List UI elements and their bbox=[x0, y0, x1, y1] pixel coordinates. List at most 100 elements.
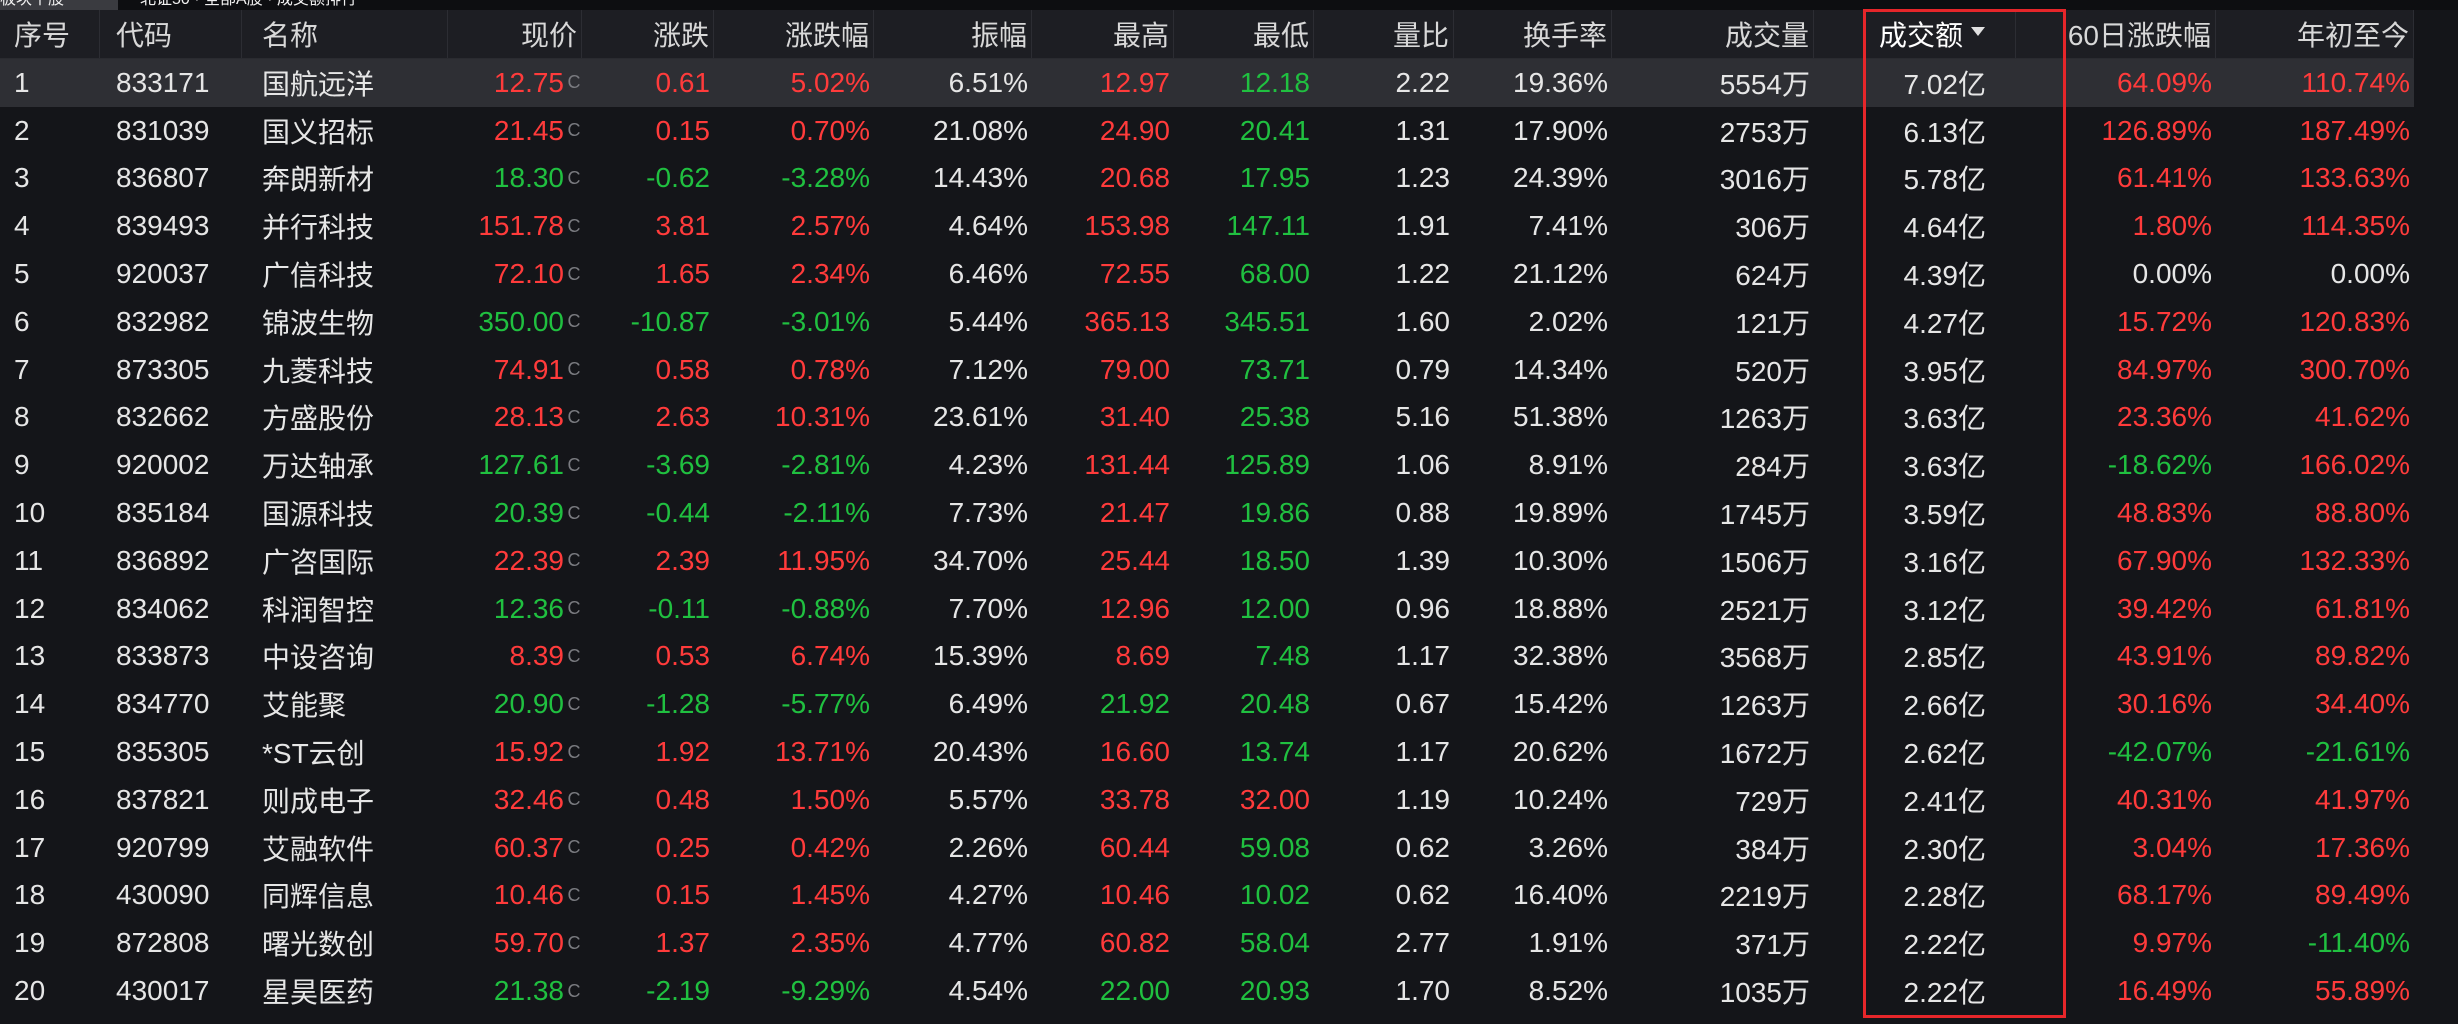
cell-change-pct: 6.74% bbox=[790, 640, 870, 672]
cell-price: 12.75 C bbox=[448, 59, 582, 107]
header-change-60d[interactable]: 60日涨跌幅 bbox=[2016, 10, 2216, 58]
header-change-pct[interactable]: 涨跌幅 bbox=[714, 10, 874, 58]
cell-volume: 1672万 bbox=[1719, 738, 1810, 770]
cell-low: 17.95 bbox=[1239, 162, 1310, 194]
stock-table-body: 1 833171 国航远洋 12.75 C 0.61 5.02% 6.51% 12.97 12.1… bbox=[0, 59, 2458, 1015]
cell-amount: 3.63亿 bbox=[1903, 451, 1987, 483]
cell-code: 430090 bbox=[116, 879, 210, 911]
table-row[interactable]: 6 832982 锦波生物 350.00 C -10.87 -3.01% 5.44% 365.1… bbox=[0, 297, 2458, 346]
cell-amount: 2.30亿 bbox=[1903, 833, 1987, 865]
cell-change: -0.11 bbox=[648, 592, 710, 624]
cell-high: 20.68 bbox=[1099, 162, 1170, 194]
header-high[interactable]: 最高 bbox=[1032, 10, 1174, 58]
cell-high: 16.60 bbox=[1099, 736, 1170, 768]
cell-ytd: 132.33% bbox=[2299, 544, 2410, 576]
table-row[interactable]: 9 920002 万达轴承 127.61 C -3.69 -2.81% 4.23% 131.44… bbox=[0, 441, 2458, 490]
cell-name: *ST云创 bbox=[262, 738, 365, 770]
table-row[interactable]: 8 832662 方盛股份 28.13 C 2.63 10.31% 23.61% 31.40 25… bbox=[0, 393, 2458, 442]
cell-code: 920002 bbox=[116, 449, 210, 481]
cell-volume: 624万 bbox=[1735, 260, 1810, 292]
price-value: 20.90 bbox=[493, 688, 564, 720]
table-row[interactable]: 5 920037 广信科技 72.10 C 1.65 2.34% 6.46% 72.55 68.0… bbox=[0, 250, 2458, 298]
price-value: 10.46 bbox=[493, 879, 564, 911]
cell-change-pct: -9.29% bbox=[781, 975, 870, 1007]
cell-ytd: 187.49% bbox=[2299, 114, 2410, 146]
cell-low: 20.93 bbox=[1239, 975, 1310, 1007]
cell-change: 1.37 bbox=[655, 927, 711, 959]
cell-volume: 5554万 bbox=[1719, 68, 1810, 100]
cell-volume: 3568万 bbox=[1719, 642, 1810, 674]
cell-change-60d: 40.31% bbox=[2117, 783, 2212, 815]
cell-volume: 1263万 bbox=[1719, 690, 1810, 722]
header-price[interactable]: 现价 bbox=[448, 10, 582, 58]
cell-change-pct: -2.81% bbox=[781, 449, 870, 481]
header-low[interactable]: 最低 bbox=[1174, 10, 1314, 58]
cell-seq: 1 bbox=[14, 66, 30, 98]
cell-seq: 4 bbox=[14, 210, 30, 242]
cell-change-pct: -0.88% bbox=[781, 592, 870, 624]
table-row[interactable]: 18 430090 同辉信息 10.46 C 0.15 1.45% 4.27% 10.46 10.… bbox=[0, 871, 2458, 920]
cell-low: 10.02 bbox=[1239, 879, 1310, 911]
header-seq[interactable]: 序号 bbox=[10, 10, 100, 58]
table-row[interactable]: 10 835184 国源科技 20.39 C -0.44 -2.11% 7.73% 21.47 1… bbox=[0, 489, 2458, 537]
cell-name: 国源科技 bbox=[262, 499, 375, 531]
table-row[interactable]: 11 836892 广咨国际 22.39 C 2.39 11.95% 34.70% 25.44 1… bbox=[0, 536, 2458, 585]
table-row[interactable]: 12 834062 科润智控 12.36 C -0.11 -0.88% 7.70% 12.96 1… bbox=[0, 584, 2458, 633]
header-code[interactable]: 代码 bbox=[112, 10, 242, 58]
cell-low: 345.51 bbox=[1224, 305, 1310, 337]
table-row[interactable]: 19 872808 曙光数创 59.70 C 1.37 2.35% 4.77% 60.82 58.… bbox=[0, 919, 2458, 968]
price-value: 12.36 bbox=[493, 592, 564, 624]
table-row[interactable]: 15 835305 *ST云创 15.92 C 1.92 13.71% 20.43% 16.60… bbox=[0, 728, 2458, 776]
header-amount[interactable]: 成交额 bbox=[1814, 10, 2016, 58]
header-change[interactable]: 涨跌 bbox=[582, 10, 714, 58]
cell-change: 3.81 bbox=[655, 210, 711, 242]
cell-code: 839493 bbox=[116, 210, 210, 242]
cell-change: 0.48 bbox=[655, 783, 711, 815]
cell-volume-ratio: 1.22 bbox=[1395, 258, 1451, 290]
table-row[interactable]: 20 430017 星昊医药 21.38 C -2.19 -9.29% 4.54% 22.00 2… bbox=[0, 967, 2458, 1015]
header-name[interactable]: 名称 bbox=[258, 10, 448, 58]
price-value: 32.46 bbox=[493, 783, 564, 815]
header-volume-ratio[interactable]: 量比 bbox=[1314, 10, 1454, 58]
table-row[interactable]: 17 920799 艾融软件 60.37 C 0.25 0.42% 2.26% 60.44 59.… bbox=[0, 823, 2458, 872]
cell-price: 12.36 C bbox=[448, 585, 582, 633]
cell-amount: 3.63亿 bbox=[1903, 403, 1987, 435]
header-amplitude[interactable]: 振幅 bbox=[874, 10, 1032, 58]
price-value: 350.00 bbox=[478, 305, 564, 337]
header-turnover-rate[interactable]: 换手率 bbox=[1454, 10, 1612, 58]
cell-high: 21.92 bbox=[1099, 688, 1170, 720]
tab-secondary[interactable]: 北证50 · 全部A股 · 成交额排行 bbox=[140, 0, 400, 10]
table-row[interactable]: 4 839493 并行科技 151.78 C 3.81 2.57% 4.64% 153.98 14… bbox=[0, 202, 2458, 251]
price-badge: C bbox=[567, 167, 581, 188]
table-row[interactable]: 3 836807 奔朗新材 18.30 C -0.62 -3.28% 14.43% 20.68 1… bbox=[0, 154, 2458, 203]
cell-low: 18.50 bbox=[1239, 544, 1310, 576]
cell-turnover-rate: 24.39% bbox=[1513, 162, 1608, 194]
cell-volume: 3016万 bbox=[1719, 164, 1810, 196]
table-row[interactable]: 13 833873 中设咨询 8.39 C 0.53 6.74% 15.39% 8.69 7.48… bbox=[0, 632, 2458, 681]
table-row[interactable]: 14 834770 艾能聚 20.90 C -1.28 -5.77% 6.49% 21.92 20… bbox=[0, 680, 2458, 729]
price-value: 59.70 bbox=[493, 927, 564, 959]
cell-code: 430017 bbox=[116, 975, 210, 1007]
table-row[interactable]: 2 831039 国义招标 21.45 C 0.15 0.70% 21.08% 24.90 20.… bbox=[0, 106, 2458, 155]
cell-code: 920799 bbox=[116, 831, 210, 863]
table-row[interactable]: 1 833171 国航远洋 12.75 C 0.61 5.02% 6.51% 12.97 12.1… bbox=[0, 59, 2458, 107]
price-value: 72.10 bbox=[493, 258, 564, 290]
cell-change-60d: 43.91% bbox=[2117, 640, 2212, 672]
cell-change: -0.62 bbox=[646, 162, 710, 194]
tab-sector-stocks[interactable]: 板块个股 bbox=[0, 0, 118, 10]
cell-ytd: 17.36% bbox=[2315, 831, 2410, 863]
table-row[interactable]: 16 837821 则成电子 32.46 C 0.48 1.50% 5.57% 33.78 32.… bbox=[0, 775, 2458, 824]
price-badge: C bbox=[567, 215, 581, 236]
price-value: 74.91 bbox=[493, 353, 564, 385]
cell-name: 九菱科技 bbox=[262, 355, 375, 387]
header-ytd[interactable]: 年初至今 bbox=[2216, 10, 2414, 58]
cell-change-60d: 126.89% bbox=[2101, 114, 2212, 146]
cell-name: 星昊医药 bbox=[262, 977, 375, 1009]
price-badge: C bbox=[567, 645, 581, 666]
cell-ytd: 89.82% bbox=[2315, 640, 2410, 672]
cell-amount: 2.66亿 bbox=[1903, 690, 1987, 722]
header-volume[interactable]: 成交量 bbox=[1612, 10, 1814, 58]
cell-amplitude: 4.23% bbox=[948, 449, 1028, 481]
cell-low: 19.86 bbox=[1239, 497, 1310, 529]
table-row[interactable]: 7 873305 九菱科技 74.91 C 0.58 0.78% 7.12% 79.00 73.7… bbox=[0, 345, 2458, 394]
